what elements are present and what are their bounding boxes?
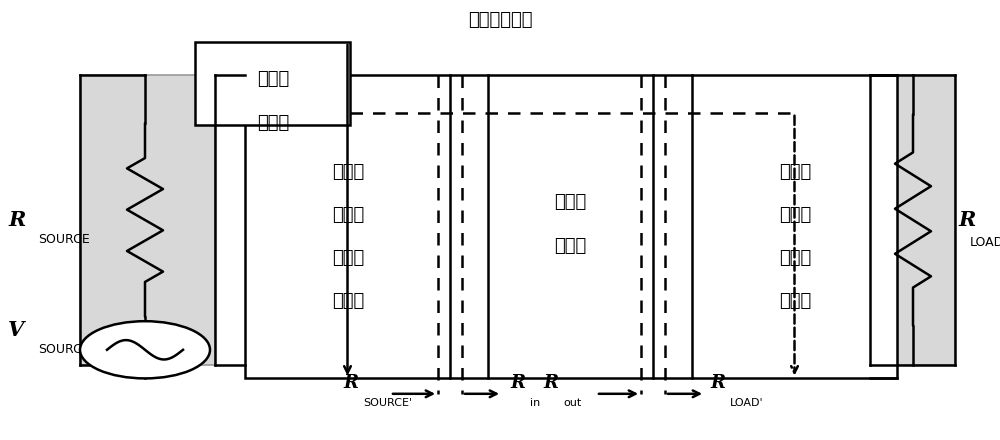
- Text: 阻抗匹: 阻抗匹: [332, 206, 364, 224]
- Text: 制单元: 制单元: [257, 114, 289, 132]
- Text: V: V: [8, 320, 24, 340]
- Text: 接收端: 接收端: [779, 163, 811, 180]
- Text: R: R: [710, 374, 725, 392]
- Text: SOURCE': SOURCE': [363, 398, 412, 407]
- Bar: [870, 75, 955, 365]
- Bar: [80, 75, 215, 365]
- Text: 制网路: 制网路: [332, 292, 364, 310]
- Text: 制网路: 制网路: [779, 292, 811, 310]
- Bar: [195, 42, 350, 125]
- Text: 无线控制链路: 无线控制链路: [468, 11, 532, 29]
- Circle shape: [80, 321, 210, 378]
- Text: R: R: [343, 374, 358, 392]
- Text: R: R: [958, 210, 975, 230]
- Bar: [692, 75, 897, 378]
- Text: SOURCE: SOURCE: [38, 233, 90, 246]
- Text: 电系统: 电系统: [554, 237, 586, 254]
- Text: 系统控: 系统控: [257, 70, 289, 88]
- Text: LOAD': LOAD': [730, 398, 764, 407]
- Text: LOAD: LOAD: [970, 235, 1000, 249]
- Text: 阻抗匹: 阻抗匹: [779, 206, 811, 224]
- Text: 配与控: 配与控: [779, 249, 811, 267]
- Bar: [245, 75, 450, 378]
- Text: SOURCE: SOURCE: [38, 343, 90, 356]
- Text: 发射端: 发射端: [332, 163, 364, 180]
- Text: 配与控: 配与控: [332, 249, 364, 267]
- Text: 无线供: 无线供: [554, 194, 586, 211]
- Text: R: R: [543, 374, 558, 392]
- Bar: [488, 75, 653, 378]
- Text: in: in: [530, 398, 540, 407]
- Text: R: R: [8, 210, 25, 230]
- Text: out: out: [563, 398, 581, 407]
- Text: R: R: [510, 374, 525, 392]
